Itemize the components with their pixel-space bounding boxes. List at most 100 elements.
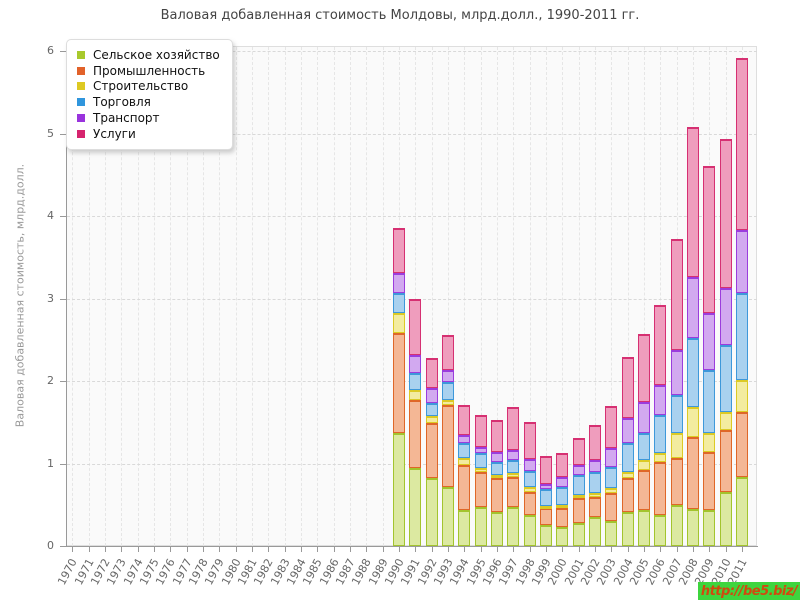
bar-1997-segment-4: [507, 460, 520, 474]
bar-1994-segment-2: [458, 465, 471, 510]
bar-2006-segment-1: [654, 514, 667, 546]
bar-2005-segment-3: [637, 460, 650, 471]
bar-2010-segment-6: [719, 139, 732, 288]
bar-2002-segment-3: [588, 493, 601, 498]
vertical-gridline: [594, 47, 596, 546]
x-tick: [529, 547, 531, 552]
chart-title: Валовая добавленная стоимость Молдовы, м…: [160, 8, 640, 23]
legend-item-label: Строительство: [93, 79, 189, 94]
bar-2009-segment-5: [703, 313, 716, 371]
bar-1999-segment-6: [539, 456, 552, 485]
legend-item: Транспорт: [77, 110, 220, 126]
x-tick: [447, 547, 449, 552]
bar-2004-segment-5: [621, 418, 634, 443]
bar-1997-segment-3: [507, 473, 520, 477]
x-tick: [104, 547, 106, 552]
bar-2004-segment-2: [621, 478, 634, 513]
vertical-gridline: [447, 47, 449, 546]
x-tick: [464, 547, 466, 552]
y-tick: [60, 51, 66, 52]
y-tick: [60, 546, 66, 547]
bar-1996-segment-1: [490, 512, 503, 546]
bar-2005-segment-5: [637, 401, 650, 433]
legend-swatch-icon: [77, 50, 85, 59]
y-tick: [60, 133, 66, 135]
horizontal-gridline: [67, 133, 757, 135]
vertical-gridline: [366, 47, 368, 546]
bar-1996-segment-3: [490, 475, 503, 479]
x-tick: [611, 547, 613, 552]
bar-1991-segment-1: [409, 467, 422, 546]
bar-1990-segment-3: [392, 313, 405, 334]
bar-2002-segment-6: [588, 424, 601, 461]
vertical-gridline: [578, 47, 580, 546]
vertical-gridline: [513, 47, 515, 546]
bar-1995-segment-2: [474, 471, 487, 508]
bar-2002-segment-2: [588, 497, 601, 518]
vertical-gridline: [415, 47, 417, 546]
vertical-gridline: [529, 47, 531, 546]
x-tick: [219, 547, 221, 552]
legend-swatch-icon: [77, 129, 85, 138]
y-tick-label: 5: [47, 126, 54, 140]
vertical-gridline: [317, 47, 319, 546]
bar-2007-segment-4: [670, 395, 683, 433]
watermark-link[interactable]: http://be5.biz/: [698, 582, 800, 600]
bar-2009-segment-1: [703, 509, 716, 546]
bar-2007-segment-3: [670, 432, 683, 458]
bar-2003-segment-2: [605, 493, 618, 522]
bar-2009-segment-3: [703, 432, 716, 452]
bar-1995-segment-5: [474, 447, 487, 453]
bar-2006-segment-2: [654, 461, 667, 515]
bar-1990-segment-2: [392, 333, 405, 433]
bar-1999-segment-3: [539, 506, 552, 510]
bar-2000-segment-1: [556, 527, 569, 546]
x-tick: [562, 547, 564, 552]
vertical-gridline: [153, 47, 155, 546]
bar-1994-segment-3: [458, 457, 471, 466]
x-tick: [300, 547, 302, 552]
vertical-gridline: [464, 47, 466, 546]
vertical-gridline: [496, 47, 498, 546]
bar-2000-segment-2: [556, 508, 569, 528]
x-tick: [382, 547, 384, 552]
bar-1992-segment-4: [425, 403, 438, 417]
bar-2002-segment-1: [588, 517, 601, 546]
bar-2007-segment-2: [670, 457, 683, 505]
legend-item-label: Сельское хозяйство: [93, 47, 220, 62]
vertical-gridline: [349, 47, 351, 546]
x-tick: [480, 547, 482, 552]
x-tick: [725, 547, 727, 552]
bar-1992-segment-2: [425, 423, 438, 479]
bar-2002-segment-5: [588, 460, 601, 472]
bar-1999-segment-5: [539, 484, 552, 490]
horizontal-gridline: [67, 51, 757, 52]
bar-1995-segment-1: [474, 507, 487, 546]
bar-1999-segment-2: [539, 508, 552, 525]
x-tick: [170, 547, 172, 552]
bar-1995-segment-3: [474, 467, 487, 472]
legend-item: Торговля: [77, 94, 220, 110]
vertical-gridline: [137, 47, 139, 546]
bar-2005-segment-1: [637, 509, 650, 546]
bar-2001-segment-1: [572, 522, 585, 546]
bar-1997-segment-6: [507, 407, 520, 451]
x-tick: [88, 547, 90, 552]
vertical-gridline: [660, 47, 662, 546]
x-tick: [268, 547, 270, 552]
bar-1998-segment-2: [523, 491, 536, 515]
bar-1993-segment-4: [441, 381, 454, 400]
bar-1998-segment-1: [523, 514, 536, 546]
vertical-gridline: [202, 47, 204, 546]
bar-1992-segment-1: [425, 478, 438, 546]
x-tick: [578, 547, 580, 552]
bar-1991-segment-5: [409, 354, 422, 373]
x-tick: [284, 547, 286, 552]
x-tick: [692, 547, 694, 552]
bar-2001-segment-2: [572, 498, 585, 523]
x-tick: [153, 547, 155, 552]
bar-2001-segment-5: [572, 465, 585, 476]
bar-1996-segment-6: [490, 419, 503, 452]
bar-2003-segment-4: [605, 466, 618, 489]
x-axis-line: [66, 546, 758, 547]
